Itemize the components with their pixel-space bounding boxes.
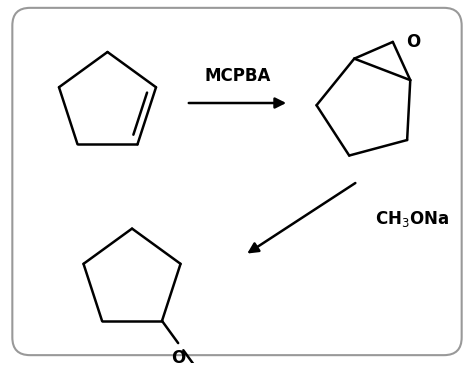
Text: CH$_3$ONa: CH$_3$ONa xyxy=(375,209,449,229)
FancyBboxPatch shape xyxy=(12,8,462,355)
Text: O: O xyxy=(407,33,421,51)
Text: MCPBA: MCPBA xyxy=(204,67,271,85)
Text: O: O xyxy=(171,349,185,367)
